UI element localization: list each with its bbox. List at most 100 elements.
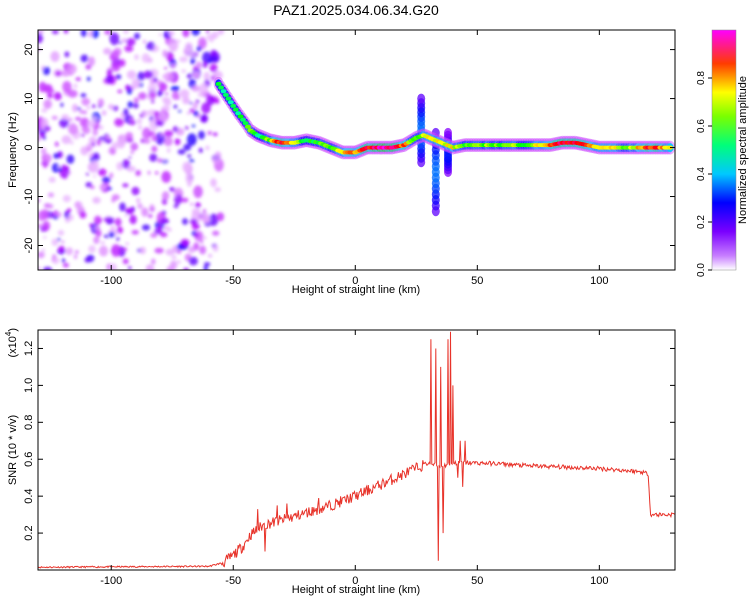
heatmap-marks: [38, 30, 675, 270]
heatmap-noise-blob: [53, 92, 62, 101]
heatmap-noise-blob: [201, 102, 211, 114]
heatmap-noise-blob: [179, 89, 190, 99]
heatmap-noise-blob: [62, 262, 69, 268]
y-tick-label: 1.2: [23, 341, 35, 356]
heatmap-noise-blob: [208, 213, 219, 226]
heatmap-noise-blob: [57, 168, 63, 172]
y-tick-label: 0.8: [23, 415, 35, 430]
colorbar-tick-label: 0.2: [696, 215, 707, 229]
heatmap-noise-blob: [75, 77, 81, 82]
snr-xlabel: Height of straight line (km): [292, 584, 420, 596]
heatmap-noise-blob: [139, 246, 146, 255]
heatmap-noise-blob: [147, 214, 153, 218]
heatmap-noise-blob: [207, 131, 212, 135]
heatmap-noise-blob: [42, 236, 47, 239]
heatmap-noise-blob: [98, 136, 105, 141]
y-tick-label: -10: [23, 189, 35, 205]
heatmap-noise-blob: [102, 176, 111, 183]
heatmap-noise-blob: [196, 61, 202, 70]
heatmap-noise-blob: [68, 123, 79, 135]
heatmap-noise-blob: [216, 212, 225, 222]
heatmap-noise-blob: [141, 207, 149, 217]
heatmap-noise-blob: [180, 197, 189, 203]
heatmap-noise-blob: [39, 134, 44, 138]
heatmap-noise-blob: [194, 202, 201, 208]
heatmap-noise-blob: [47, 92, 53, 99]
heatmap-noise-blob: [176, 260, 181, 264]
heatmap-noise-blob: [189, 101, 193, 105]
heatmap-noise-blob: [134, 32, 140, 40]
heatmap-noise-blob: [198, 147, 204, 153]
heatmap-noise-blob: [99, 125, 104, 130]
heatmap-noise-blob: [125, 84, 131, 91]
heatmap-noise-blob: [82, 110, 87, 115]
heatmap-noise-blob: [212, 132, 218, 137]
heatmap-noise-blob: [50, 51, 60, 62]
heatmap-noise-blob: [157, 89, 163, 97]
heatmap-noise-blob: [156, 158, 163, 163]
heatmap-noise-blob: [110, 263, 117, 270]
heatmap-noise-blob: [80, 93, 87, 98]
heatmap-noise-blob: [165, 51, 174, 62]
heatmap-noise-blob: [42, 66, 51, 76]
heatmap-noise-blob: [115, 74, 122, 80]
heatmap-noise-blob: [98, 245, 109, 257]
heatmap-noise-blob: [176, 243, 184, 250]
heatmap-noise-blob: [118, 41, 123, 44]
heatmap-noise-blob: [91, 116, 98, 121]
heatmap-noise-blob: [67, 208, 72, 213]
heatmap-noise-blob: [130, 150, 135, 155]
heatmap-noise-blob: [38, 137, 41, 141]
heatmap-noise-blob: [153, 77, 158, 83]
heatmap-noise-blob: [89, 159, 100, 173]
heatmap-noise-blob: [151, 258, 156, 265]
heatmap-noise-blob: [60, 102, 64, 107]
heatmap-ridge-core: [215, 81, 674, 155]
heatmap-noise-blob: [79, 117, 90, 128]
heatmap-noise-blob: [109, 32, 120, 46]
y-tick-label: 0: [23, 144, 35, 150]
heatmap-noise-blob: [79, 109, 83, 114]
heatmap-noise-blob: [125, 132, 133, 140]
heatmap-noise-blob: [122, 183, 129, 188]
heatmap-noise-blob: [213, 70, 223, 80]
heatmap-noise-blob: [51, 30, 59, 35]
heatmap-noise-blob: [94, 225, 101, 231]
heatmap-noise-blob: [108, 231, 115, 238]
heatmap-noise-blob: [85, 172, 90, 176]
heatmap-noise-blob: [38, 223, 43, 229]
heatmap-noise-blob: [110, 225, 116, 232]
heatmap-noise-blob: [92, 128, 98, 136]
heatmap-noise-blob: [104, 30, 111, 35]
heatmap-noise-blob: [114, 217, 122, 227]
heatmap-noise-blob: [87, 120, 96, 128]
heatmap-noise-blob: [143, 139, 151, 144]
heatmap-noise-blob: [68, 118, 73, 122]
x-tick-label: 0: [352, 575, 358, 587]
heatmap-noise-blob: [50, 89, 55, 93]
heatmap-noise-blob: [126, 70, 137, 80]
y-tick-label: 0.4: [23, 489, 35, 504]
heatmap-noise-blob: [140, 138, 145, 144]
heatmap-noise-blob: [108, 103, 114, 110]
heatmap-noise-blob: [116, 161, 124, 171]
heatmap-noise-blob: [59, 164, 69, 179]
heatmap-noise-blob: [214, 187, 221, 192]
heatmap-noise-blob: [97, 98, 104, 107]
heatmap-noise-blob: [127, 101, 134, 108]
heatmap-noise-blob: [82, 126, 91, 135]
heatmap-noise-blob: [158, 33, 162, 36]
snr-ticks: -100 -50 0 50 100 0.2 0.4 0.6 0.8 1.0 1.2: [23, 330, 675, 587]
y-tick-label: 0.2: [23, 525, 35, 540]
heatmap-noise-blob: [151, 99, 155, 104]
heatmap-noise-blob: [186, 133, 197, 146]
heatmap-noise-blob: [174, 194, 178, 197]
heatmap-noise-blob: [51, 238, 59, 246]
heatmap-noise-blob: [41, 108, 48, 113]
heatmap-noise-blob: [202, 209, 206, 214]
heatmap-noise-blob: [139, 113, 144, 118]
heatmap-noise-blob: [159, 132, 164, 137]
x-tick-label: -100: [100, 275, 122, 287]
heatmap-noise-blob: [136, 118, 143, 125]
